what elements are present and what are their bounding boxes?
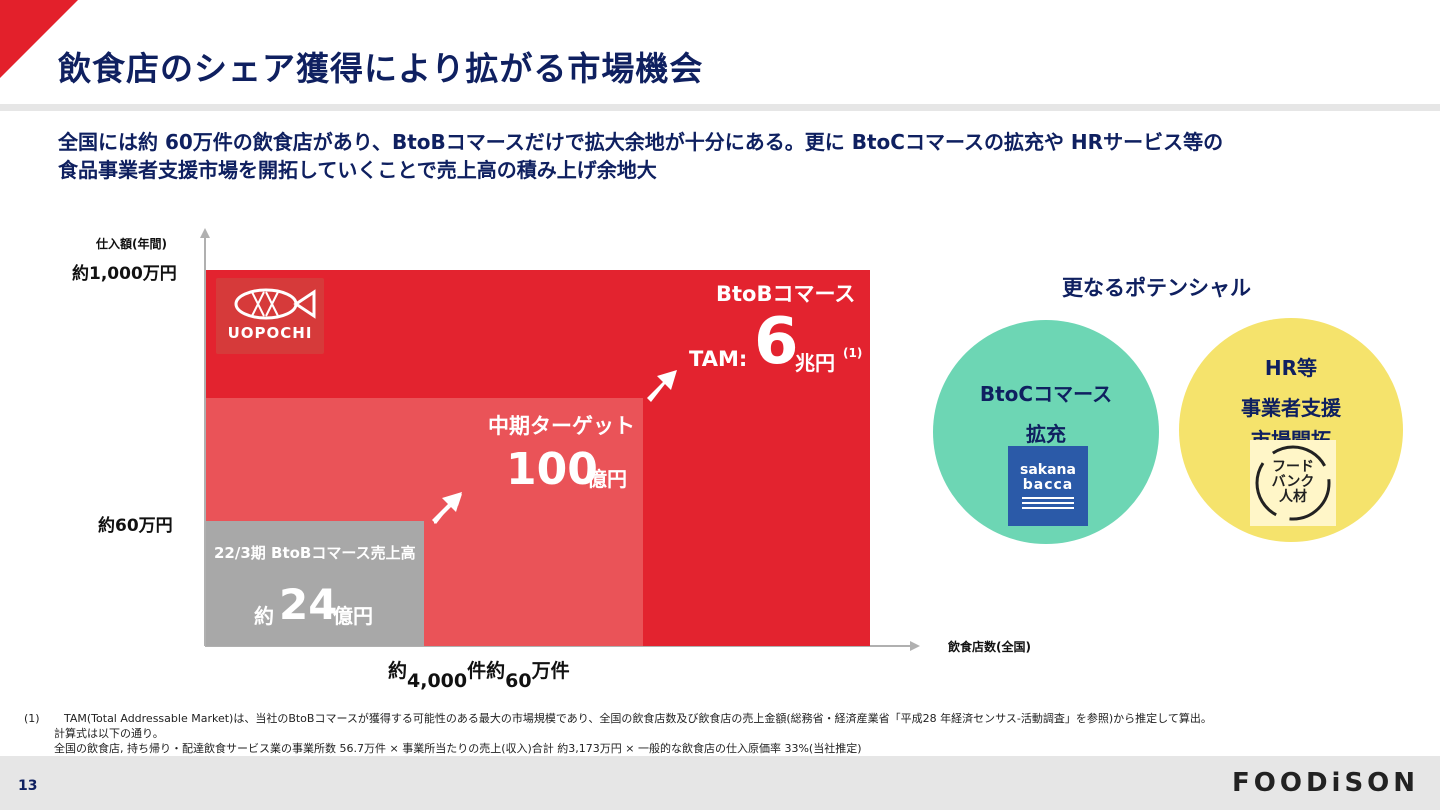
hr-line-1: HR等	[1264, 356, 1318, 380]
food-bank-logo: フードバンク人材	[1250, 440, 1336, 526]
tam-footnote-ref: (1)	[843, 346, 863, 360]
current-sales-unit: 億円	[333, 604, 373, 628]
lead-line-1: 全国には約 60万件の飲食店があり、BtoBコマースだけで拡大余地が十分にある。…	[58, 130, 1224, 154]
lead-text: 全国には約 60万件の飲食店があり、BtoBコマースだけで拡大余地が十分にある。…	[58, 128, 1418, 184]
current-sales-prefix: 約	[254, 604, 274, 628]
mid-target-label: 中期ターゲット	[488, 414, 635, 438]
corner-accent	[0, 0, 78, 78]
x-label-first: 約4,000件約60万件	[388, 656, 570, 692]
y-axis-arrowhead	[200, 228, 210, 238]
x-label-first-value: 4,000	[407, 670, 468, 692]
btoc-line-1: BtoCコマース	[979, 382, 1113, 406]
page-number: 13	[18, 778, 38, 794]
tam-unit: 兆円	[795, 351, 835, 375]
x-label-second-unit: 万件	[531, 660, 570, 682]
x-label-first-prefix: 約	[388, 660, 408, 682]
y-label-top: 約1,000万円	[72, 264, 177, 284]
hr-line-2: 事業者支援	[1241, 396, 1341, 420]
footnote-line-2: 計算式は以下の通り。	[54, 727, 164, 740]
tam-value: 6	[754, 305, 799, 379]
tam-label: BtoBコマース	[716, 282, 856, 306]
potential-heading: 更なるポテンシャル	[1062, 276, 1251, 300]
hr-line-3: 市場開拓	[1251, 428, 1331, 442]
current-sales-value: 24	[279, 580, 338, 629]
footnote: (1) TAM(Total Addressable Market)は、当社のBt…	[24, 711, 1212, 756]
sakana-bacca-line-1: sakana	[1020, 462, 1076, 478]
footnote-marker: (1)	[24, 712, 40, 725]
current-sales-label: 22/3期 BtoBコマース売上高	[214, 544, 416, 562]
uopochi-logo	[216, 278, 324, 354]
lead-line-2: 食品事業者支援市場を開拓していくことで売上高の積み上げ余地大	[58, 158, 657, 182]
x-axis-title: 飲食店数(全国)	[948, 640, 1031, 654]
uopochi-logo-text: UOPOCHI	[227, 324, 313, 342]
food-bank-ring-icon	[1255, 445, 1331, 521]
sakana-bacca-line-2: bacca	[1022, 477, 1074, 493]
food-bank-text: フードバンク人材	[1271, 459, 1315, 505]
sakana-bacca-logo: sakana bacca	[1008, 446, 1088, 526]
btoc-line-2: 拡充	[1026, 422, 1066, 446]
mid-target-value: 100	[506, 444, 598, 495]
x-label-first-unit: 件	[467, 660, 487, 682]
current-sales-block	[206, 521, 424, 646]
x-label-second-prefix: 約	[486, 660, 506, 682]
foodison-logo: FOODiSON	[1232, 768, 1420, 798]
page-title: 飲食店のシェア獲得により拡がる市場機会	[58, 49, 704, 88]
chart-axes	[200, 228, 920, 651]
tam-prefix: TAM:	[689, 347, 748, 371]
x-axis-arrowhead	[910, 641, 920, 651]
growth-arrow-icon	[432, 492, 462, 524]
y-axis-title: 仕入額(年間)	[96, 237, 167, 251]
fish-icon	[234, 288, 316, 320]
footnote-line-3: 全国の飲食店, 持ち帰り・配達飲食サービス業の事業所数 56.7万件 × 事業所…	[54, 742, 862, 755]
y-label-mid: 約60万円	[98, 516, 173, 536]
mid-target-unit: 億円	[587, 467, 627, 491]
title-divider	[0, 104, 1440, 111]
footnote-line-1: TAM(Total Addressable Market)は、当社のBtoBコマ…	[64, 712, 1212, 725]
x-label-second-value: 60	[505, 670, 532, 692]
footer-bar	[0, 756, 1440, 810]
growth-arrow-icon	[647, 370, 677, 402]
